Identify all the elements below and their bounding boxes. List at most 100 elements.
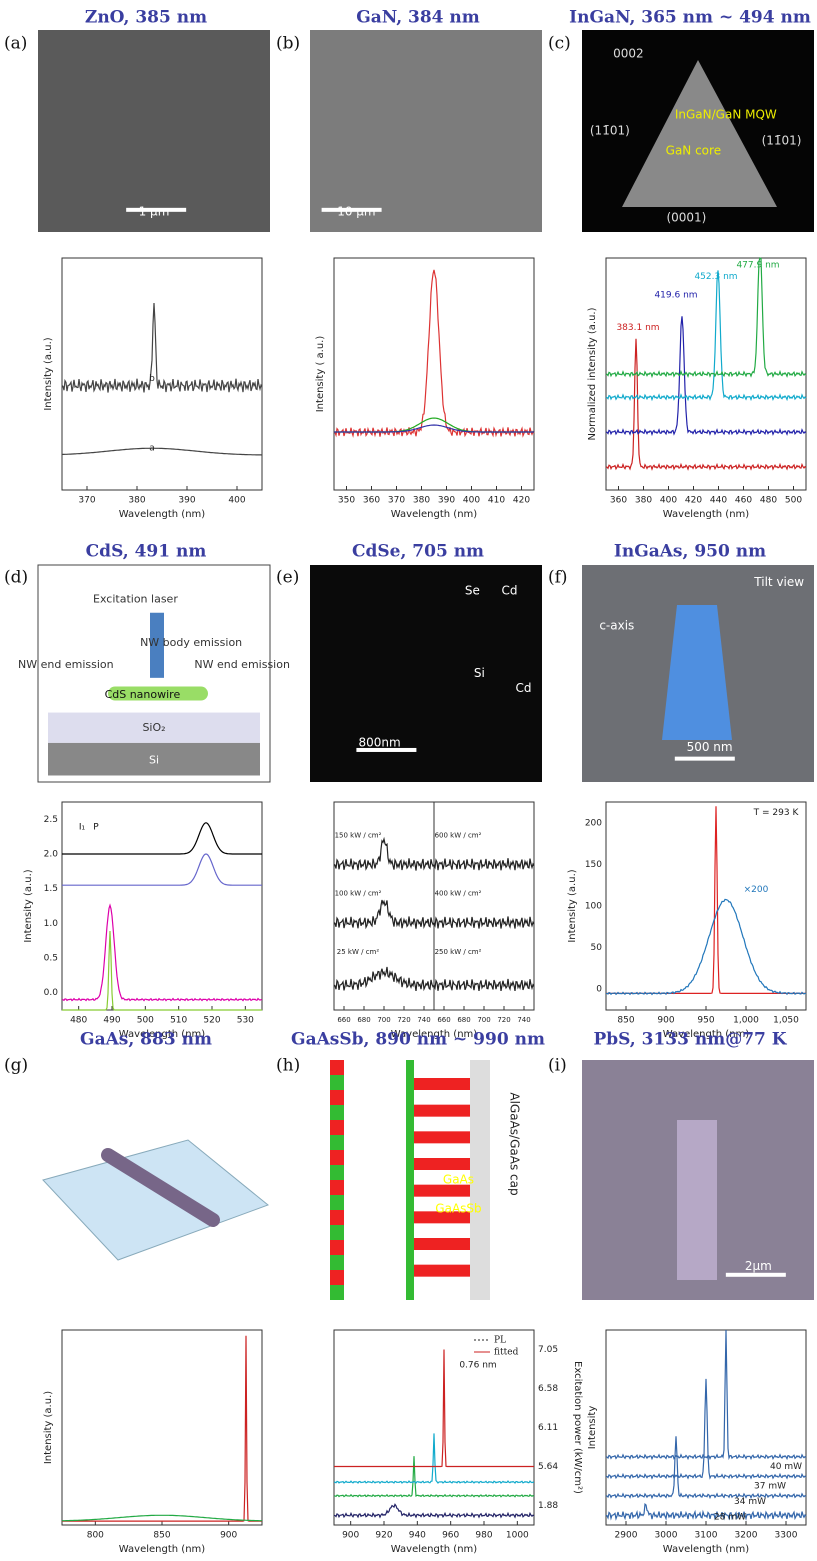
x-tick-label: 420 bbox=[685, 496, 702, 506]
panel-title: CdSe, 705 nm bbox=[352, 542, 484, 562]
segment bbox=[330, 1195, 344, 1210]
y-axis-label: Intensity (a.u.) bbox=[567, 869, 578, 942]
x-tick-label: 390 bbox=[438, 496, 455, 506]
x-tick-label: 850 bbox=[153, 1531, 170, 1541]
panel-label: (g) bbox=[4, 1056, 28, 1076]
plot-frame bbox=[334, 258, 534, 490]
y-axis-label: Intensity bbox=[587, 1406, 598, 1450]
x-tick-label: 370 bbox=[388, 496, 405, 506]
image-text: AlGaAs/GaAs cap bbox=[508, 1092, 522, 1195]
y-tick-label: 200 bbox=[585, 818, 602, 828]
segment bbox=[330, 1270, 344, 1285]
scale-bar bbox=[675, 757, 735, 761]
x-tick-label: 440 bbox=[710, 496, 727, 506]
x-tick-label: 740 bbox=[417, 1016, 430, 1024]
panel-title: GaN, 384 nm bbox=[356, 8, 480, 28]
x-tick-label: 920 bbox=[375, 1531, 392, 1541]
x-tick-label: 390 bbox=[178, 496, 195, 506]
pillar bbox=[677, 1120, 717, 1280]
plot-note: a bbox=[149, 444, 155, 454]
plot-frame bbox=[606, 802, 806, 1010]
x-tick-label: 480 bbox=[760, 496, 777, 506]
panel-image bbox=[310, 565, 542, 782]
plot-note: 40 mW bbox=[770, 1462, 802, 1472]
x-tick-label: 1000 bbox=[506, 1531, 529, 1541]
spectrum bbox=[334, 1504, 534, 1517]
y-tick-label: 6.58 bbox=[538, 1384, 558, 1394]
y-tick-label: 2.0 bbox=[44, 850, 59, 860]
plot-note: 600 kW / cm² bbox=[435, 831, 482, 839]
plot-note: 0.76 nm bbox=[459, 1361, 496, 1371]
x-axis-label: Wavelength (nm) bbox=[119, 1544, 205, 1555]
plot-note: P bbox=[93, 822, 99, 832]
image-text: Si bbox=[149, 753, 159, 766]
image-text: NW body emission bbox=[140, 636, 242, 649]
panel-label: (e) bbox=[276, 568, 299, 588]
x-tick-label: 900 bbox=[342, 1531, 359, 1541]
image-text: 2μm bbox=[745, 1259, 772, 1273]
segment bbox=[330, 1180, 344, 1195]
x-tick-label: 380 bbox=[413, 496, 430, 506]
segment bbox=[330, 1285, 344, 1300]
x-axis-label: Wavelength (nm) bbox=[663, 509, 749, 520]
spectrum bbox=[62, 303, 262, 393]
x-tick-label: 980 bbox=[475, 1531, 492, 1541]
panel-image bbox=[38, 30, 270, 232]
x-tick-label: 940 bbox=[409, 1531, 426, 1541]
x-tick-label: 400 bbox=[228, 496, 245, 506]
spectrum bbox=[62, 1336, 262, 1521]
spectrum bbox=[62, 448, 262, 455]
plot-note: 452.3 nm bbox=[694, 272, 737, 282]
x-tick-label: 500 bbox=[785, 496, 802, 506]
y-axis-label: Intensity ( a.u.) bbox=[315, 336, 326, 413]
x-tick-label: 680 bbox=[357, 1016, 370, 1024]
scale-bar bbox=[726, 1273, 786, 1277]
x-tick-label: 740 bbox=[517, 1016, 530, 1024]
x-tick-label: 3200 bbox=[735, 1531, 758, 1541]
y-tick-label: 1.0 bbox=[44, 919, 59, 929]
image-text: NW end emission bbox=[194, 658, 290, 671]
image-text: Tilt view bbox=[753, 575, 804, 589]
x-tick-label: 510 bbox=[170, 1016, 187, 1026]
spectrum bbox=[606, 899, 806, 994]
image-text: Cd bbox=[515, 681, 531, 695]
image-text: (11̄01) bbox=[590, 124, 630, 138]
plot-note: 25 kW / cm² bbox=[337, 948, 380, 956]
x-tick-label: 680 bbox=[457, 1016, 470, 1024]
x-tick-label: 530 bbox=[237, 1016, 254, 1026]
plot-frame bbox=[62, 258, 262, 490]
x-tick-label: 380 bbox=[128, 496, 145, 506]
segment bbox=[330, 1090, 344, 1105]
y-axis-label: Normalized intensity (a.u.) bbox=[587, 307, 598, 440]
panel-label: (i) bbox=[548, 1056, 567, 1076]
segment bbox=[330, 1165, 344, 1180]
segment bbox=[330, 1150, 344, 1165]
plot-note: 419.6 nm bbox=[654, 291, 697, 301]
image-text: Cd bbox=[502, 584, 518, 598]
plot-note: 150 kW / cm² bbox=[335, 831, 382, 839]
panel-title: InGaN, 365 nm ~ 494 nm bbox=[569, 8, 811, 28]
image-text: NW end emission bbox=[18, 658, 114, 671]
x-tick-label: 350 bbox=[338, 496, 355, 506]
spectrum bbox=[334, 1456, 534, 1497]
plot-note: 100 kW / cm² bbox=[335, 890, 382, 898]
x-axis-label: Wavelength (nm) bbox=[391, 1544, 477, 1555]
image-text: 0002 bbox=[613, 47, 644, 61]
figure: ZnO, 385 nm(a)1 μm370380390400Wavelength… bbox=[0, 0, 817, 1557]
y-tick-label: 50 bbox=[591, 943, 603, 953]
x-tick-label: 400 bbox=[660, 496, 677, 506]
y-axis-label: Intensity (a.u.) bbox=[23, 869, 34, 942]
x-tick-label: 3000 bbox=[655, 1531, 678, 1541]
stripe bbox=[410, 1238, 470, 1250]
segment bbox=[330, 1240, 344, 1255]
x-tick-label: 380 bbox=[635, 496, 652, 506]
y-tick-label: 150 bbox=[585, 860, 602, 870]
y-tick-label: 5.64 bbox=[538, 1462, 558, 1472]
panel-label: (b) bbox=[276, 34, 300, 54]
stripe bbox=[410, 1105, 470, 1117]
cap bbox=[406, 1060, 414, 1300]
image-text: InGaN/GaN MQW bbox=[675, 107, 777, 121]
segment bbox=[330, 1060, 344, 1075]
x-tick-label: 1,000 bbox=[733, 1016, 759, 1026]
legend-label: fitted bbox=[494, 1348, 519, 1358]
